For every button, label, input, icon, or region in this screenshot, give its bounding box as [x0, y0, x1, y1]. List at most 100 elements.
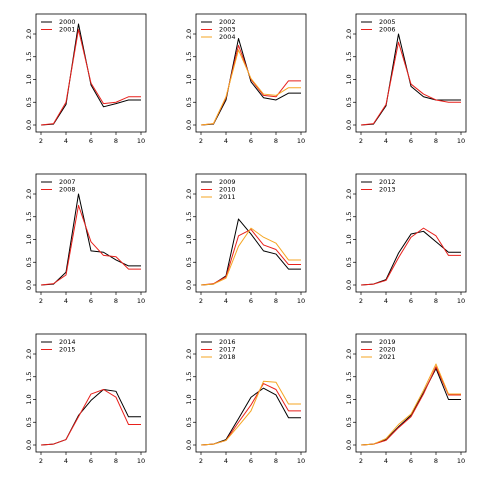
y-tick-label: 1.0	[185, 234, 193, 244]
x-tick-label: 4	[224, 137, 228, 145]
x-tick-label: 10	[457, 457, 465, 465]
series-line	[200, 49, 301, 126]
y-tick-label: 1.5	[25, 52, 33, 62]
legend-label: 2020	[379, 346, 396, 354]
series-line	[40, 204, 141, 286]
x-tick-label: 6	[409, 457, 413, 465]
legend-label: 2002	[219, 18, 236, 26]
x-tick-label: 6	[409, 137, 413, 145]
y-tick-label: 1.5	[25, 212, 33, 222]
legend-label: 2005	[379, 18, 396, 26]
y-tick-label: 2.0	[25, 349, 33, 359]
y-tick-label: 2.0	[345, 189, 353, 199]
y-tick-label: 0.0	[25, 120, 33, 130]
legend-label: 2021	[379, 353, 396, 361]
x-tick-label: 4	[384, 297, 388, 305]
x-tick-label: 8	[434, 457, 438, 465]
y-tick-label: 0.0	[185, 440, 193, 450]
y-tick-label: 0.0	[345, 120, 353, 130]
plot-frame	[355, 173, 467, 293]
x-tick-label: 10	[137, 457, 145, 465]
legend-label: 2009	[219, 178, 236, 186]
x-tick-label: 4	[64, 457, 68, 465]
y-tick-label: 0.5	[185, 97, 193, 107]
y-tick-label: 2.0	[345, 29, 353, 39]
legend-label: 2006	[379, 26, 396, 34]
x-tick-label: 10	[297, 137, 305, 145]
legend-label: 2008	[59, 186, 76, 194]
y-tick-label: 1.0	[185, 74, 193, 84]
legend-label: 2016	[219, 338, 236, 346]
y-tick-label: 1.5	[25, 372, 33, 382]
plot-frame	[35, 333, 147, 453]
series-line	[200, 227, 301, 286]
x-tick-label: 6	[249, 137, 253, 145]
y-tick-label: 1.0	[185, 394, 193, 404]
series-line	[360, 33, 461, 126]
series-line	[40, 388, 141, 446]
x-tick-label: 2	[359, 457, 363, 465]
x-tick-label: 10	[457, 137, 465, 145]
y-tick-label: 2.0	[25, 29, 33, 39]
x-tick-label: 4	[384, 137, 388, 145]
x-tick-label: 8	[114, 297, 118, 305]
legend-label: 2014	[59, 338, 76, 346]
y-tick-label: 0.5	[345, 257, 353, 267]
series-line	[360, 366, 461, 446]
plot-frame	[195, 173, 307, 293]
legend-label: 2011	[219, 193, 236, 201]
legend-label: 2000	[59, 18, 76, 26]
y-tick-label: 1.5	[345, 52, 353, 62]
x-tick-label: 2	[39, 297, 43, 305]
legend-label: 2003	[219, 26, 236, 34]
series-line	[360, 230, 461, 286]
legend-label: 2004	[219, 33, 236, 41]
x-tick-label: 2	[39, 137, 43, 145]
x-tick-label: 2	[199, 137, 203, 145]
y-tick-label: 0.5	[25, 417, 33, 427]
y-tick-label: 2.0	[185, 189, 193, 199]
series-line	[200, 383, 301, 446]
series-line	[40, 193, 141, 286]
x-tick-label: 2	[199, 297, 203, 305]
x-tick-label: 2	[39, 457, 43, 465]
y-tick-label: 0.5	[185, 257, 193, 267]
y-tick-label: 2.0	[25, 189, 33, 199]
series-line	[200, 380, 301, 446]
series-line	[40, 28, 141, 126]
y-tick-label: 2.0	[185, 29, 193, 39]
x-tick-label: 4	[64, 137, 68, 145]
legend-label: 2019	[379, 338, 396, 346]
y-tick-label: 1.0	[345, 394, 353, 404]
legend-label: 2018	[219, 353, 236, 361]
legend-label: 2015	[59, 346, 76, 354]
series-line	[200, 387, 301, 446]
y-tick-label: 0.0	[345, 280, 353, 290]
x-tick-label: 8	[434, 137, 438, 145]
y-tick-label: 1.0	[25, 74, 33, 84]
x-tick-label: 2	[359, 297, 363, 305]
legend-label: 2013	[379, 186, 396, 194]
x-tick-label: 6	[89, 297, 93, 305]
y-tick-label: 1.5	[185, 52, 193, 62]
legend-label: 2012	[379, 178, 396, 186]
y-tick-label: 0.5	[345, 97, 353, 107]
x-tick-label: 8	[434, 297, 438, 305]
legend-label: 2001	[59, 26, 76, 34]
x-tick-label: 4	[224, 457, 228, 465]
series-line	[360, 363, 461, 446]
x-tick-label: 10	[137, 137, 145, 145]
x-tick-label: 6	[89, 137, 93, 145]
legend-label: 2010	[219, 186, 236, 194]
series-line	[360, 41, 461, 126]
x-tick-label: 8	[274, 457, 278, 465]
x-tick-label: 8	[274, 297, 278, 305]
series-line	[40, 23, 141, 126]
series-line	[360, 227, 461, 286]
